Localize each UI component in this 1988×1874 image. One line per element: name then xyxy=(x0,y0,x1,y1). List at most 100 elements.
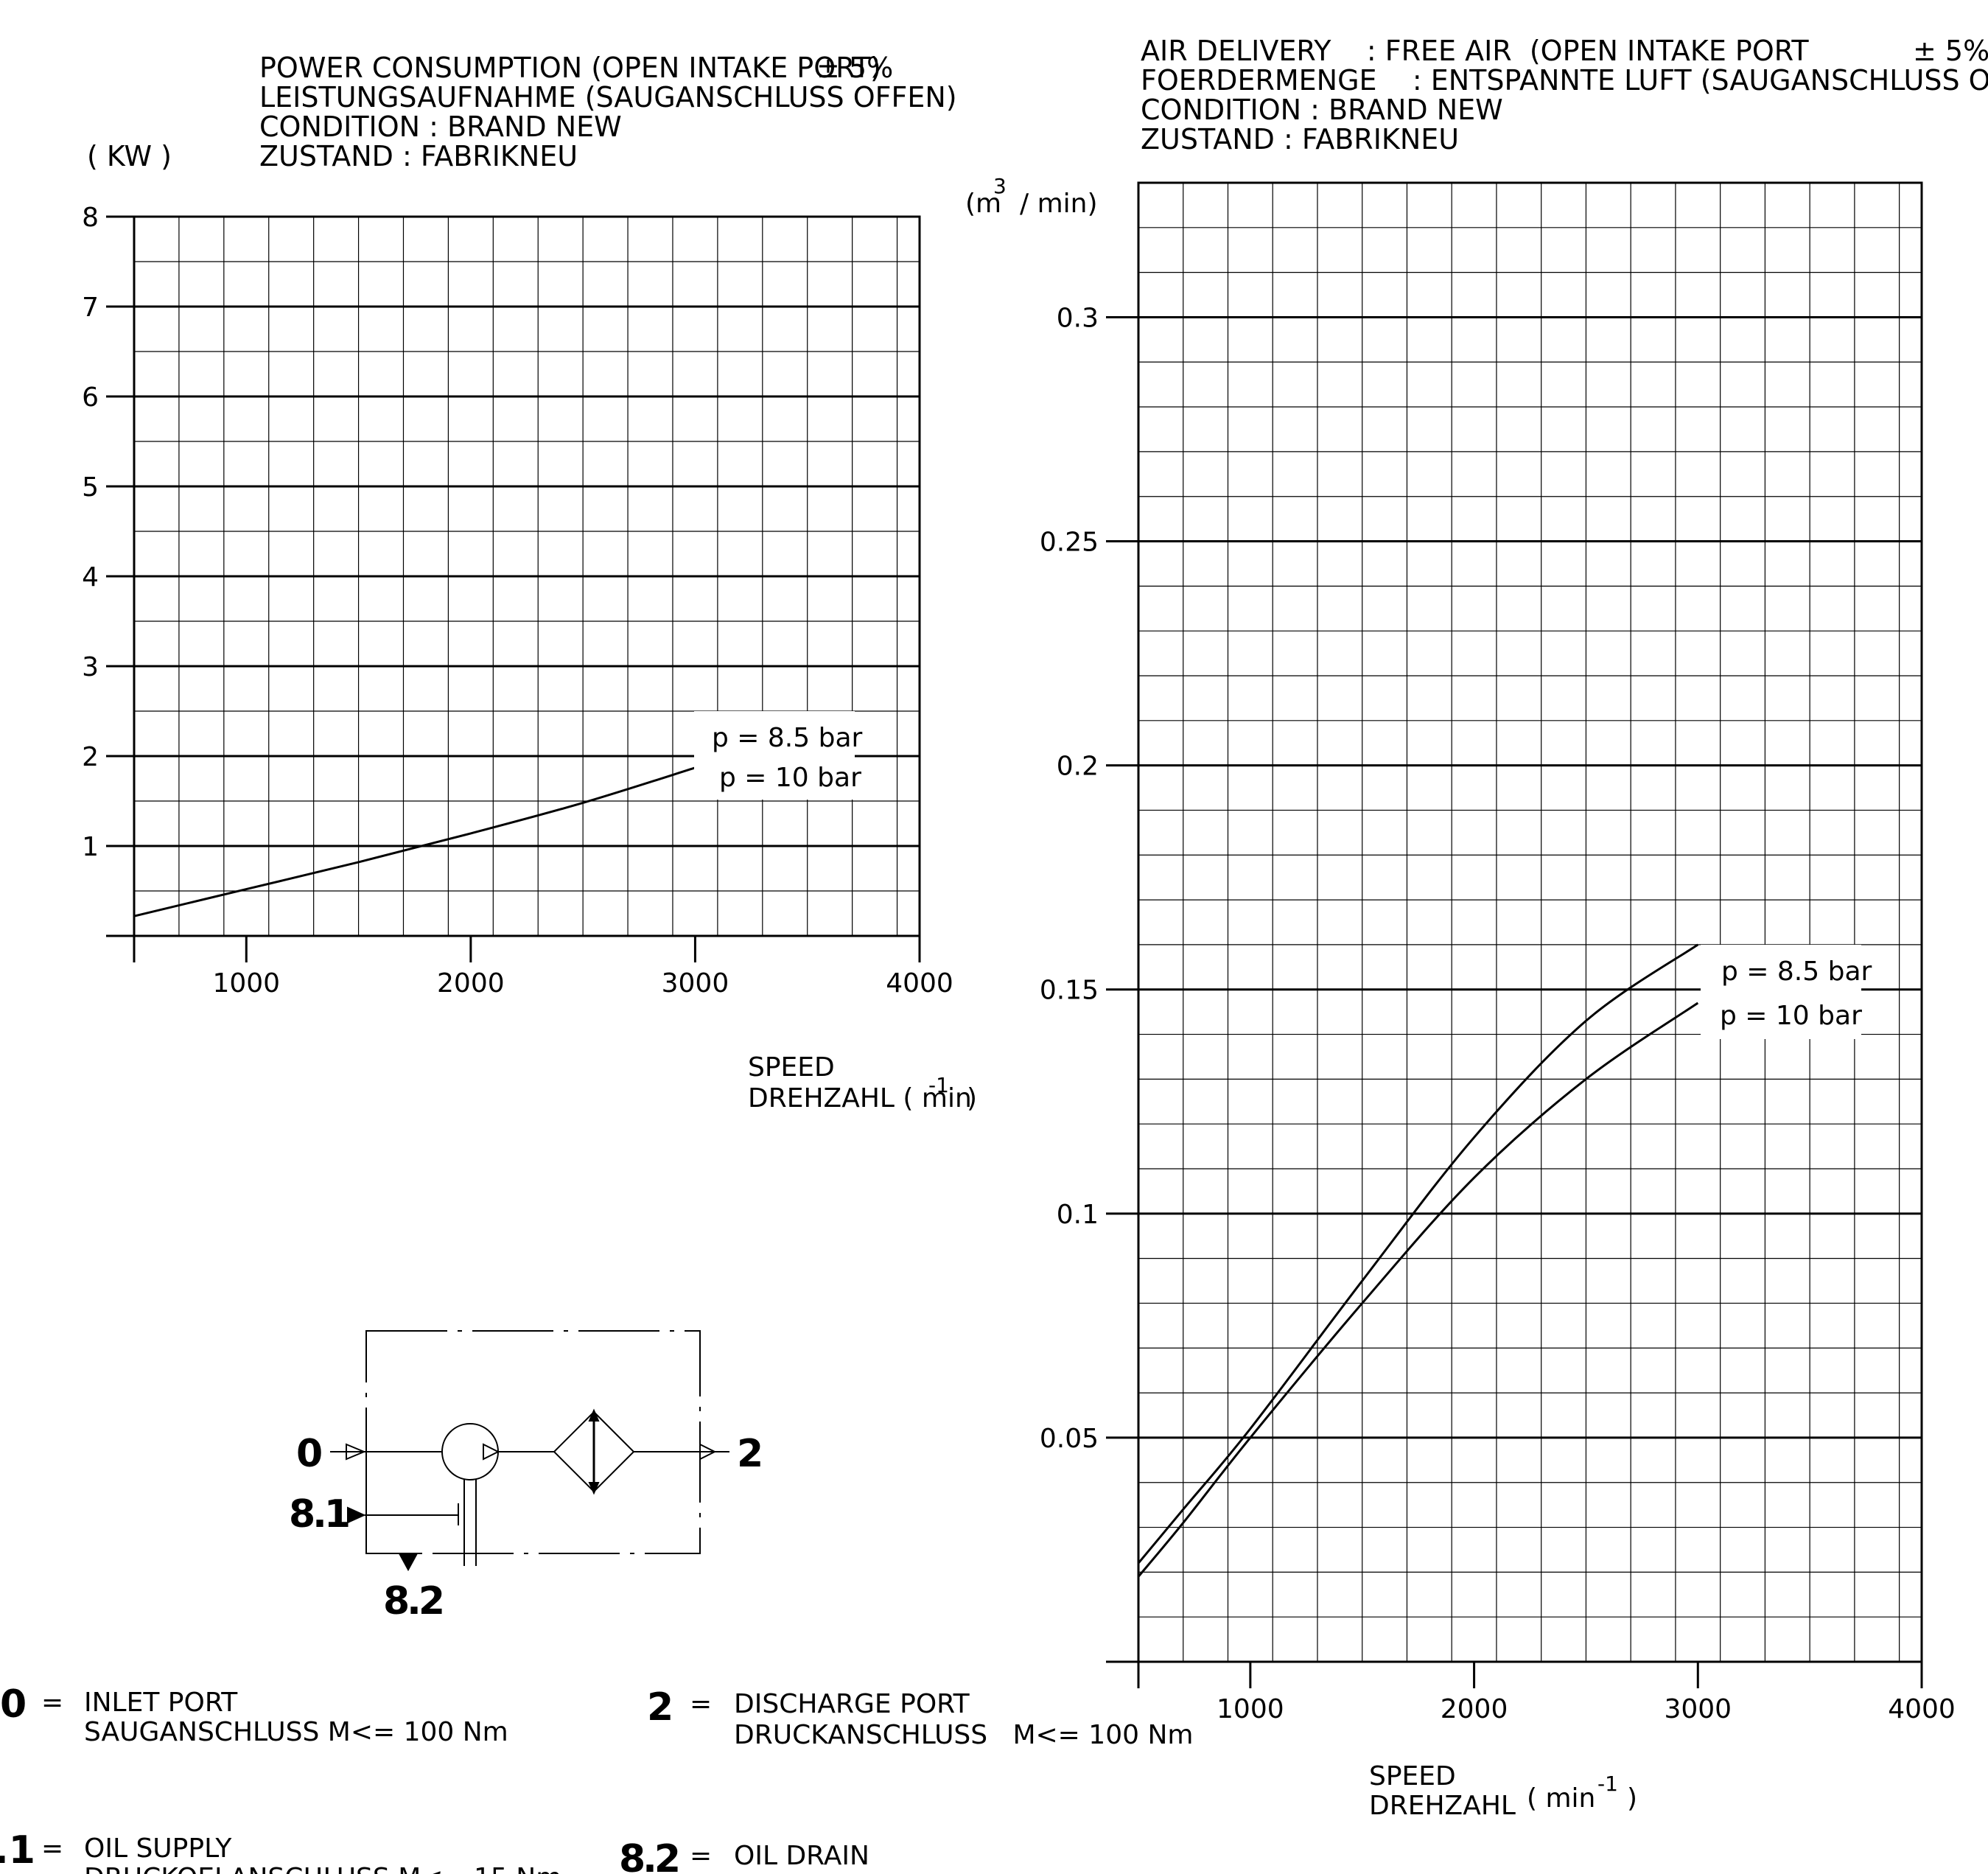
left-x-title-exponent: -1 xyxy=(928,1073,949,1097)
right-chart-x-ticks: 1000 2000 3000 4000 xyxy=(1217,1662,1956,1724)
y-tick-label: 2 xyxy=(82,742,99,772)
left-header-tolerance: ± 5% xyxy=(816,52,893,84)
y-tick-label: 0.15 xyxy=(1040,976,1099,1006)
series-line-1 xyxy=(1137,943,1699,1564)
port-legend-item-8-1: .1 = OIL SUPPLY DRUCKOELANSCHLUSS M<= 15… xyxy=(0,1828,561,1874)
right-chart-y-ticks: 0.05 0.1 0.15 0.2 0.25 0.3 xyxy=(1040,303,1138,1454)
left-header-line1: POWER CONSUMPTION (OPEN INTAKE PORT) xyxy=(259,52,881,84)
left-header-line3: CONDITION : BRAND NEW xyxy=(259,111,622,143)
x-tick-label: 2000 xyxy=(437,968,505,999)
schematic-enclosure xyxy=(365,1330,701,1554)
y-tick-label: 1 xyxy=(82,832,99,862)
right-header-line2: FOERDERMENGE : ENTSPANNTE LUFT (SAUGANSC… xyxy=(1141,64,1988,97)
port-legend-line1: INLET PORT xyxy=(84,1688,238,1718)
left-y-unit: ( KW ) xyxy=(87,140,172,172)
right-y-unit-exponent: 3 xyxy=(993,174,1007,198)
left-legend-item-1: p = 8.5 bar xyxy=(712,723,863,753)
y-tick-label: 3 xyxy=(82,652,99,682)
hydraulic-schematic xyxy=(330,1330,729,1572)
right-x-title-line2: DREHZAHL xyxy=(1369,1791,1516,1821)
port-legend-number: 0 xyxy=(0,1682,27,1727)
right-x-title-unit: ( min xyxy=(1527,1783,1595,1814)
schematic-port-0: 0 xyxy=(296,1432,323,1476)
x-tick-label: 1000 xyxy=(1217,1694,1284,1724)
filter-arrow-down xyxy=(588,1482,600,1495)
outlet-port-triangle xyxy=(699,1443,717,1461)
oil-drain-arrow xyxy=(398,1553,419,1572)
left-chart-x-ticks: 1000 2000 3000 4000 xyxy=(212,936,953,999)
left-chart-grid xyxy=(106,215,921,962)
port-legend-number: .1 xyxy=(0,1828,35,1873)
port-legend-separator: = xyxy=(690,1689,712,1719)
schematic-port-8-1: 8.1 xyxy=(289,1492,349,1536)
port-legend-separator: = xyxy=(690,1841,712,1871)
port-legend-item-8-2: 8.2 = OIL DRAIN xyxy=(619,1837,869,1874)
right-header-line4: ZUSTAND : FABRIKNEU xyxy=(1141,123,1459,155)
left-chart-header: POWER CONSUMPTION (OPEN INTAKE PORT) ± 5… xyxy=(87,52,957,172)
y-tick-label: 7 xyxy=(82,293,99,323)
y-tick-label: 5 xyxy=(82,472,99,503)
port-legend-item-2: 2 = DISCHARGE PORT DRUCKANSCHLUSS M<= 10… xyxy=(647,1685,1193,1750)
y-tick-label: 6 xyxy=(82,382,99,413)
y-tick-label: 8 xyxy=(82,203,99,233)
port-legend-item-0: 0 = INLET PORT SAUGANSCHLUSS M<= 100 Nm xyxy=(0,1682,508,1747)
plot-frame xyxy=(1137,181,1923,1663)
port-legend-line2: SAUGANSCHLUSS M<= 100 Nm xyxy=(84,1717,508,1747)
left-header-line2: LEISTUNGSAUFNAHME (SAUGANSCHLUSS OFFEN) xyxy=(259,81,957,113)
port-legend-number: 2 xyxy=(647,1685,673,1730)
right-chart-curves xyxy=(1137,943,1699,1578)
left-header-line4: ZUSTAND : FABRIKNEU xyxy=(259,140,578,172)
left-x-title-close: ) xyxy=(967,1083,977,1113)
right-y-unit-a: (m xyxy=(965,189,1001,219)
right-x-title-close: ) xyxy=(1627,1783,1637,1814)
left-chart: 1 2 3 4 5 6 7 8 1000 2000 3000 4000 p = 8.5 bar p … xyxy=(82,203,977,1113)
x-tick-label: 4000 xyxy=(886,968,953,999)
right-x-title-exponent: -1 xyxy=(1597,1772,1618,1796)
right-legend-item-2: p = 10 bar xyxy=(1720,1001,1862,1031)
left-chart-legend: p = 8.5 bar p = 10 bar xyxy=(694,711,863,800)
left-x-axis-title: SPEED DREHZAHL ( min -1 ) xyxy=(748,1052,977,1113)
left-chart-curves xyxy=(133,766,696,917)
port-legend-line2: DRUCKOELANSCHLUSS M<= 15 Nm xyxy=(84,1863,561,1874)
x-tick-label: 2000 xyxy=(1441,1694,1508,1724)
left-legend-item-2: p = 10 bar xyxy=(719,763,861,793)
y-tick-label: 4 xyxy=(82,562,99,592)
y-tick-label: 0.05 xyxy=(1040,1424,1099,1454)
right-x-axis-title: SPEED DREHZAHL ( min -1 ) xyxy=(1369,1761,1637,1821)
schematic-port-2: 2 xyxy=(737,1432,763,1476)
right-chart-grid xyxy=(1106,181,1923,1688)
right-header-tolerance: ± 5% xyxy=(1913,35,1988,67)
ports-legend: 0 = INLET PORT SAUGANSCHLUSS M<= 100 Nm … xyxy=(0,1682,1193,1874)
right-header-line1: AIR DELIVERY : FREE AIR (OPEN INTAKE POR… xyxy=(1141,35,1809,67)
inlet-port-triangle xyxy=(346,1443,366,1461)
pump-symbol xyxy=(441,1423,499,1480)
series-line-2 xyxy=(1137,1001,1699,1578)
port-legend-line1: OIL SUPPLY xyxy=(84,1833,232,1864)
port-legend-line1: OIL DRAIN xyxy=(734,1841,869,1871)
y-tick-label: 0.1 xyxy=(1057,1200,1099,1230)
port-legend-number: 8.2 xyxy=(619,1837,678,1874)
pump-direction-triangle xyxy=(483,1443,500,1461)
schematic-port-labels: 0 2 8.1 8.2 xyxy=(289,1432,763,1623)
y-tick-label: 0.25 xyxy=(1040,528,1099,558)
filter-arrow-up xyxy=(588,1408,600,1422)
right-y-unit-b: / min) xyxy=(1020,189,1098,219)
right-x-title-line1: SPEED xyxy=(1369,1761,1456,1791)
x-tick-label: 1000 xyxy=(212,968,280,999)
right-chart-header: AIR DELIVERY : FREE AIR (OPEN INTAKE POR… xyxy=(965,35,1988,219)
left-chart-y-ticks: 1 2 3 4 5 6 7 8 xyxy=(82,203,134,862)
right-legend-box xyxy=(1701,945,1861,1039)
oil-supply-arrow xyxy=(347,1506,366,1524)
left-x-title-line2: DREHZAHL ( min xyxy=(748,1083,972,1113)
right-legend-item-1: p = 8.5 bar xyxy=(1721,957,1872,987)
x-tick-label: 3000 xyxy=(662,968,729,999)
left-legend-box xyxy=(694,711,855,800)
schematic-port-8-2: 8.2 xyxy=(383,1579,442,1623)
port-legend-line1: DISCHARGE PORT xyxy=(734,1689,970,1719)
left-x-title-line1: SPEED xyxy=(748,1052,835,1083)
port-legend-line2: DRUCKANSCHLUSS M<= 100 Nm xyxy=(734,1720,1193,1750)
right-chart-legend: p = 8.5 bar p = 10 bar xyxy=(1701,945,1872,1039)
port-legend-separator: = xyxy=(41,1688,63,1718)
x-tick-label: 3000 xyxy=(1664,1694,1732,1724)
